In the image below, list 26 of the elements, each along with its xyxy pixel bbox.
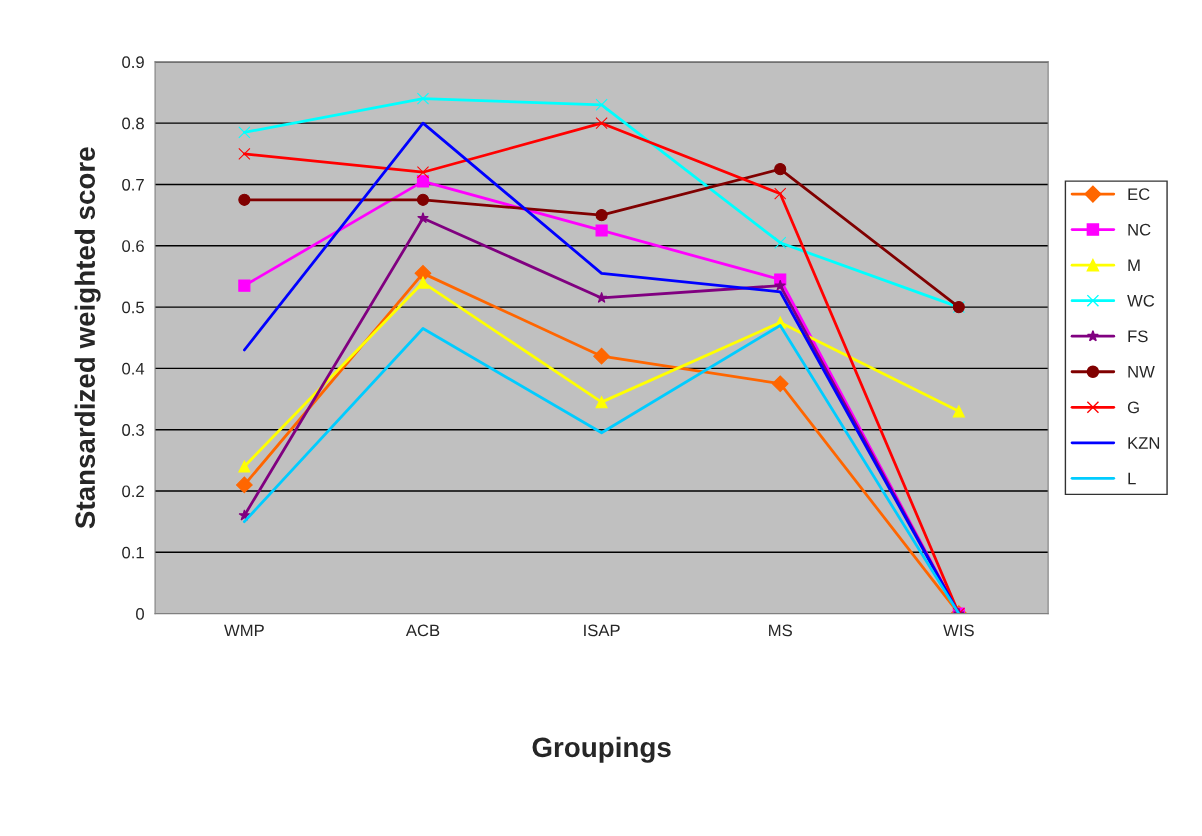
y-tick-label: 0.6 bbox=[122, 240, 144, 252]
legend-label: M bbox=[1128, 259, 1140, 271]
y-tick-label: 0.2 bbox=[122, 485, 144, 498]
legend-label: NW bbox=[1128, 366, 1155, 378]
y-tick-label: 0 bbox=[136, 608, 144, 620]
legend-label: KZN bbox=[1128, 437, 1160, 449]
legend-label: FS bbox=[1128, 330, 1148, 343]
x-tick-label: MS bbox=[769, 624, 792, 637]
y-tick-label: 0.1 bbox=[122, 546, 144, 559]
legend-label: WC bbox=[1127, 294, 1155, 307]
x-tick-label: WIS bbox=[943, 624, 974, 637]
legend-label: EC bbox=[1128, 188, 1150, 201]
x-tick-label: ISAP bbox=[584, 624, 620, 637]
y-tick-label: 0.5 bbox=[122, 301, 144, 314]
y-tick-label: 0.8 bbox=[122, 117, 144, 130]
y-tick-label: 0.9 bbox=[122, 56, 144, 69]
legend-label: NC bbox=[1128, 223, 1151, 236]
legend-label: G bbox=[1127, 401, 1139, 414]
y-tick-label: 0.4 bbox=[122, 362, 145, 375]
y-axis-title: Stansardized weighted score bbox=[74, 147, 101, 529]
x-tick-label: WMP bbox=[224, 624, 264, 637]
legend-label: L bbox=[1128, 472, 1136, 485]
y-tick-label: 0.7 bbox=[122, 178, 144, 191]
x-tick-label: ACB bbox=[405, 624, 440, 637]
x-axis-title: Groupings bbox=[532, 736, 671, 763]
y-tick-label: 0.3 bbox=[122, 424, 144, 436]
